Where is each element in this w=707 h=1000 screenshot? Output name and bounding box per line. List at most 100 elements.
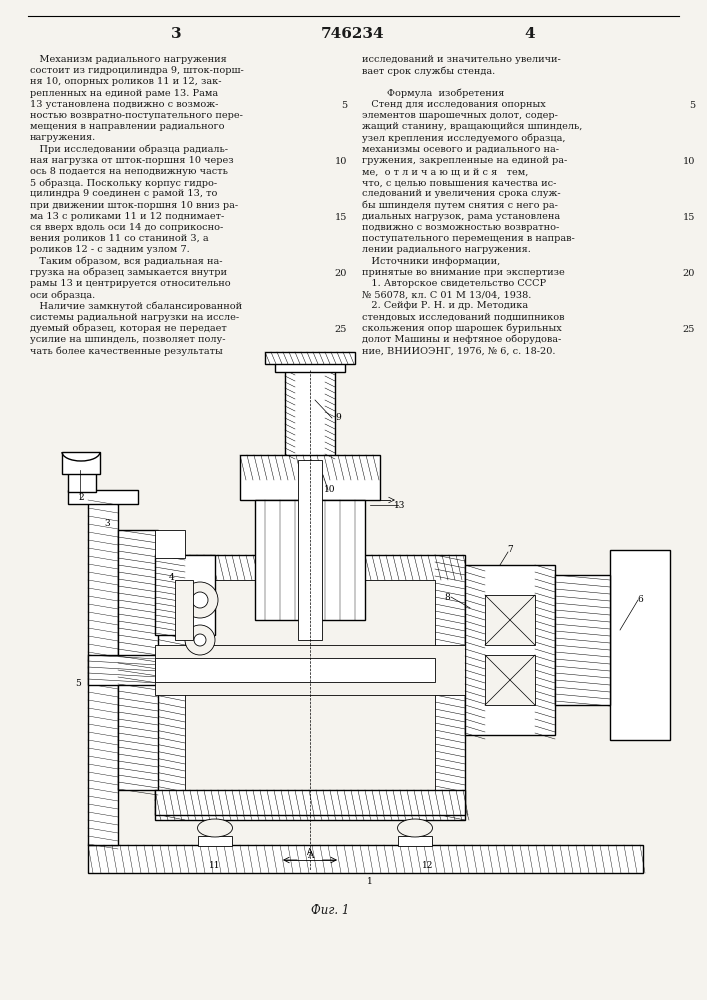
Text: 5 образца. Поскольку корпус гидро-: 5 образца. Поскольку корпус гидро-: [30, 178, 217, 188]
Text: A: A: [307, 852, 313, 860]
Text: 15: 15: [334, 213, 347, 222]
Text: 5: 5: [75, 678, 81, 688]
Text: мещения в направлении радиального: мещения в направлении радиального: [30, 122, 225, 131]
Bar: [118, 530, 158, 790]
Text: 10: 10: [334, 157, 347, 166]
Text: Стенд для исследования опорных: Стенд для исследования опорных: [362, 100, 546, 109]
Text: 5: 5: [689, 101, 695, 110]
Text: дуемый образец, которая не передает: дуемый образец, которая не передает: [30, 324, 227, 333]
Bar: [465, 565, 555, 735]
Text: ня 10, опорных роликов 11 и 12, зак-: ня 10, опорных роликов 11 и 12, зак-: [30, 77, 221, 86]
Text: Источники информации,: Источники информации,: [362, 257, 501, 266]
Text: 10: 10: [325, 486, 336, 494]
Bar: [88, 500, 118, 845]
Circle shape: [182, 582, 218, 618]
Text: 10: 10: [683, 157, 695, 166]
Text: 11: 11: [209, 861, 221, 870]
Bar: [88, 655, 158, 685]
Bar: [275, 362, 345, 372]
Text: ная нагрузка от шток-поршня 10 через: ная нагрузка от шток-поршня 10 через: [30, 156, 233, 165]
Circle shape: [194, 634, 206, 646]
Text: 2. Сейфи Р. Н. и др. Методика: 2. Сейфи Р. Н. и др. Методика: [362, 301, 528, 310]
Bar: [155, 790, 465, 815]
Text: A: A: [307, 848, 313, 857]
Text: при движении шток-поршня 10 вниз ра-: при движении шток-поршня 10 вниз ра-: [30, 201, 238, 210]
Text: 746234: 746234: [321, 27, 385, 41]
Text: 2: 2: [78, 493, 84, 502]
Text: рамы 13 и центрируется относительно: рамы 13 и центрируется относительно: [30, 279, 230, 288]
Bar: [155, 530, 185, 558]
Text: № 56078, кл. С 01 М 13/04, 1938.: № 56078, кл. С 01 М 13/04, 1938.: [362, 290, 532, 299]
Text: поступательного перемещения в направ-: поступательного перемещения в направ-: [362, 234, 575, 243]
Text: состоит из гидроцилиндра 9, шток-порш-: состоит из гидроцилиндра 9, шток-порш-: [30, 66, 244, 75]
Text: Наличие замкнутой сбалансированной: Наличие замкнутой сбалансированной: [30, 301, 242, 311]
Bar: [485, 655, 535, 705]
Bar: [155, 555, 215, 635]
Text: лении радиального нагружения.: лении радиального нагружения.: [362, 245, 531, 254]
Text: 20: 20: [683, 269, 695, 278]
Text: 12: 12: [422, 861, 433, 870]
Text: чать более качественные результаты: чать более качественные результаты: [30, 346, 223, 356]
Text: узел крепления исследуемого образца,: узел крепления исследуемого образца,: [362, 133, 566, 143]
Bar: [265, 352, 355, 364]
Text: гружения, закрепленные на единой ра-: гружения, закрепленные на единой ра-: [362, 156, 567, 165]
Bar: [485, 595, 535, 645]
Text: следований и увеличения срока служ-: следований и увеличения срока служ-: [362, 189, 561, 198]
Bar: [398, 836, 432, 846]
Bar: [298, 460, 322, 640]
Text: 25: 25: [683, 325, 695, 334]
Text: 4: 4: [525, 27, 535, 41]
Text: долот Машины и нефтяное оборудова-: долот Машины и нефтяное оборудова-: [362, 335, 561, 344]
Text: репленных на единой раме 13. Рама: репленных на единой раме 13. Рама: [30, 89, 218, 98]
Bar: [68, 470, 96, 492]
Text: грузка на образец замыкается внутри: грузка на образец замыкается внутри: [30, 268, 227, 277]
Text: ось 8 подается на неподвижную часть: ось 8 подается на неподвижную часть: [30, 167, 228, 176]
Text: 3: 3: [104, 518, 110, 528]
Text: 13: 13: [395, 500, 406, 510]
Text: ся вверх вдоль оси 14 до соприкосно-: ся вверх вдоль оси 14 до соприкосно-: [30, 223, 223, 232]
Text: 20: 20: [334, 269, 347, 278]
Text: механизмы осевого и радиального на-: механизмы осевого и радиального на-: [362, 145, 559, 154]
Ellipse shape: [397, 819, 433, 837]
Text: подвижно с возможностью возвратно-: подвижно с возможностью возвратно-: [362, 223, 559, 232]
Text: 4: 4: [169, 572, 175, 582]
Text: нагружения.: нагружения.: [30, 133, 96, 142]
Text: Фиг. 1: Фиг. 1: [311, 904, 349, 916]
Text: Таким образом, вся радиальная на-: Таким образом, вся радиальная на-: [30, 257, 223, 266]
Text: 15: 15: [683, 213, 695, 222]
Text: При исследовании образца радиаль-: При исследовании образца радиаль-: [30, 145, 228, 154]
Text: ме,  о т л и ч а ю щ и й с я   тем,: ме, о т л и ч а ю щ и й с я тем,: [362, 167, 528, 176]
Text: 7: 7: [507, 546, 513, 554]
Bar: [155, 555, 465, 820]
Text: жащий станину, вращающийся шпиндель,: жащий станину, вращающийся шпиндель,: [362, 122, 583, 131]
Text: 13 установлена подвижно с возмож-: 13 установлена подвижно с возмож-: [30, 100, 218, 109]
Bar: [610, 550, 670, 740]
Text: элементов шарошечных долот, содер-: элементов шарошечных долот, содер-: [362, 111, 558, 120]
Bar: [285, 370, 335, 460]
Text: вения роликов 11 со станиной 3, а: вения роликов 11 со станиной 3, а: [30, 234, 209, 243]
Ellipse shape: [197, 819, 233, 837]
Bar: [155, 658, 435, 682]
Text: бы шпинделя путем снятия с него ра-: бы шпинделя путем снятия с него ра-: [362, 201, 558, 210]
Circle shape: [192, 592, 208, 608]
Text: скольжения опор шарошек бурильных: скольжения опор шарошек бурильных: [362, 324, 562, 333]
Text: 25: 25: [334, 325, 347, 334]
Text: вает срок службы стенда.: вает срок службы стенда.: [362, 66, 495, 76]
Bar: [88, 845, 643, 873]
Bar: [555, 575, 610, 705]
Bar: [255, 500, 365, 620]
Bar: [175, 580, 193, 640]
Bar: [68, 490, 138, 504]
Text: стендовых исследований подшипников: стендовых исследований подшипников: [362, 313, 564, 322]
Text: Механизм радиального нагружения: Механизм радиального нагружения: [30, 55, 227, 64]
Bar: [198, 836, 232, 846]
Text: Формула  изобретения: Формула изобретения: [362, 89, 504, 98]
Text: 3: 3: [170, 27, 181, 41]
Bar: [62, 452, 100, 474]
Text: оси образца.: оси образца.: [30, 290, 95, 300]
Bar: [155, 645, 465, 695]
Text: 5: 5: [341, 101, 347, 110]
Text: что, с целью повышения качества ис-: что, с целью повышения качества ис-: [362, 178, 556, 187]
Text: 6: 6: [637, 595, 643, 604]
Text: роликов 12 - с задним узлом 7.: роликов 12 - с задним узлом 7.: [30, 245, 189, 254]
